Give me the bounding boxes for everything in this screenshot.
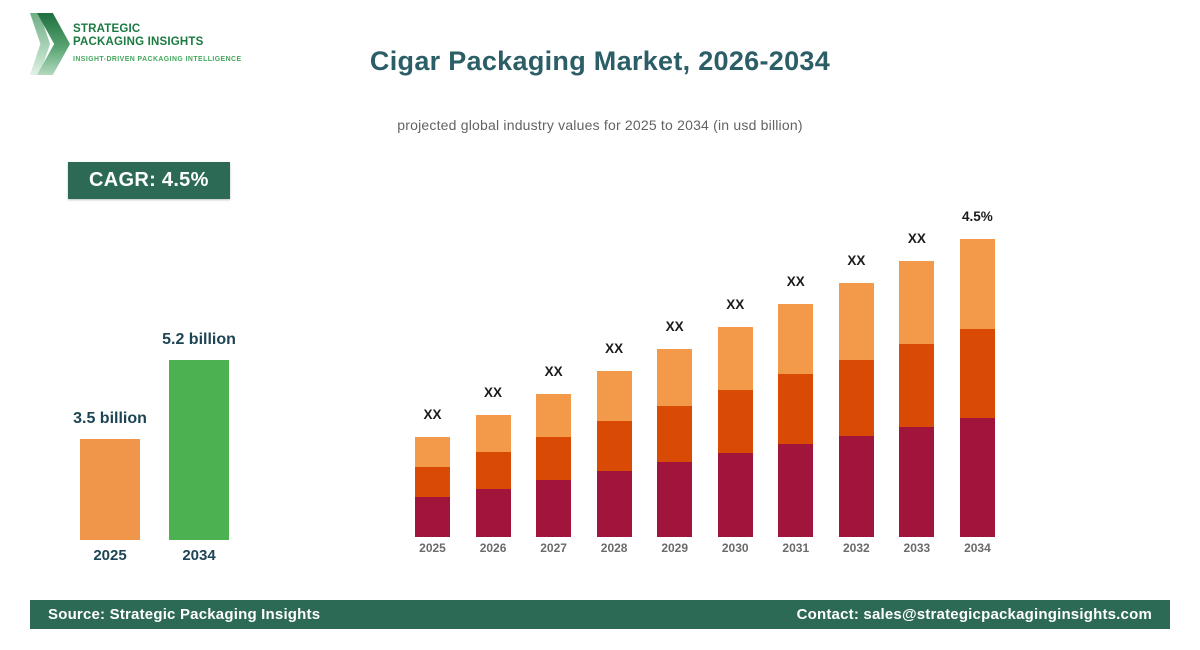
bar-value-label: XX	[786, 274, 805, 289]
bar-axis-label: 2026	[479, 541, 507, 555]
stacked-bar-group-2026: XX 2026	[475, 206, 511, 555]
segment-middle	[657, 406, 693, 462]
footer-source: Source: Strategic Packaging Insights	[48, 606, 321, 623]
bar-stack	[415, 437, 450, 537]
bar-stack	[899, 261, 935, 537]
segment-top	[717, 327, 753, 390]
segment-bottom	[717, 453, 753, 537]
segment-bottom	[899, 427, 935, 537]
bar-stack	[838, 283, 874, 537]
bar-axis-label: 2034	[964, 541, 991, 555]
summary-chart: 3.5 billion 2025 5.2 billion 2034	[73, 330, 236, 564]
stacked-bar-group-2027: XX 2027	[536, 206, 572, 555]
segment-top	[536, 394, 572, 437]
bar-stack	[536, 394, 572, 537]
segment-middle	[596, 421, 632, 471]
stacked-bar-group-2029: XX 2029	[657, 206, 693, 555]
segment-middle	[475, 452, 511, 489]
segment-middle	[778, 374, 814, 444]
summary-value-label: 5.2 billion	[162, 331, 236, 348]
bar-axis-label: 2025	[419, 541, 446, 555]
page-subtitle: projected global industry values for 202…	[397, 117, 803, 133]
segment-top	[657, 349, 693, 406]
segment-middle	[536, 437, 572, 480]
summary-value-label: 3.5 billion	[73, 410, 147, 427]
segment-bottom	[475, 489, 511, 537]
stacked-bar-group-2028: XX 2028	[596, 206, 632, 555]
bar-axis-label: 2028	[600, 541, 628, 555]
segment-bottom	[838, 436, 874, 537]
bar-axis-label: 2029	[661, 541, 689, 555]
bar-value-label: XX	[665, 319, 684, 334]
bar-value-label: XX	[907, 231, 926, 246]
bar-value-label: XX	[423, 407, 442, 422]
segment-top	[475, 415, 511, 452]
bar-axis-label: 2031	[782, 541, 810, 555]
summary-bar	[169, 360, 229, 540]
bar-axis-label: 2027	[540, 541, 567, 555]
segment-top	[415, 437, 450, 467]
segment-top	[838, 283, 874, 360]
page-title: Cigar Packaging Market, 2026-2034	[369, 46, 831, 76]
stacked-bar-group-2031: XX 2031	[778, 206, 814, 555]
bar-stack	[778, 304, 814, 537]
bar-axis-label: 2030	[721, 541, 749, 555]
summary-axis-label: 2025	[93, 547, 127, 564]
segment-bottom	[959, 418, 995, 537]
footer-bar: Source: Strategic Packaging Insights Con…	[30, 600, 1170, 629]
segment-bottom	[778, 444, 814, 537]
chevron-logo-icon	[30, 13, 70, 75]
stacked-bar-group-2034: 4.5% 2034	[959, 206, 995, 555]
logo-name-line1: STRATEGIC	[73, 23, 141, 35]
segment-top	[596, 371, 632, 421]
segment-middle	[899, 344, 935, 427]
bar-value-label: XX	[847, 253, 866, 268]
segment-top	[778, 304, 814, 374]
bar-stack	[717, 327, 753, 537]
footer-contact: Contact: sales@strategicpackaginginsight…	[796, 606, 1152, 623]
segment-bottom	[415, 497, 450, 537]
summary-axis-label: 2034	[182, 547, 216, 564]
yearly-stacked-chart: XX 2025 XX 2026 XX 2027 XX 2028 XX 2029 XX 2030 XX 20…	[415, 206, 995, 555]
bar-axis-label: 2032	[842, 541, 870, 555]
bar-value-label: XX	[726, 297, 745, 312]
bar-value-label: XX	[544, 364, 563, 379]
cagr-badge: CAGR: 4.5%	[68, 162, 230, 199]
segment-middle	[415, 467, 450, 497]
segment-middle	[959, 329, 995, 418]
stacked-bar-group-2033: XX 2033	[899, 206, 935, 555]
bar-stack	[596, 371, 632, 537]
bar-value-label: 4.5%	[962, 209, 993, 224]
summary-bar	[80, 439, 140, 540]
segment-middle	[838, 360, 874, 436]
bar-value-label: XX	[605, 341, 624, 356]
logo-tagline: INSIGHT-DRIVEN PACKAGING INTELLIGENCE	[73, 56, 242, 63]
bar-stack	[657, 349, 693, 537]
bar-value-label: XX	[484, 385, 503, 400]
bar-axis-label: 2033	[903, 541, 931, 555]
summary-bar-group-2025: 3.5 billion 2025	[73, 330, 147, 564]
stacked-bar-group-2032: XX 2032	[838, 206, 874, 555]
segment-top	[959, 239, 995, 329]
bar-stack	[475, 415, 511, 537]
summary-bar-group-2034: 5.2 billion 2034	[162, 330, 236, 564]
stacked-bar-group-2030: XX 2030	[717, 206, 753, 555]
segment-bottom	[596, 471, 632, 537]
bar-stack	[959, 239, 995, 537]
brand-logo: STRATEGIC PACKAGING INSIGHTS INSIGHT-DRI…	[30, 13, 242, 75]
segment-middle	[717, 390, 753, 453]
segment-bottom	[536, 480, 572, 537]
stacked-bar-group-2025: XX 2025	[415, 206, 450, 555]
segment-bottom	[657, 462, 693, 537]
logo-name-line2: PACKAGING INSIGHTS	[73, 36, 204, 48]
segment-top	[899, 261, 935, 344]
